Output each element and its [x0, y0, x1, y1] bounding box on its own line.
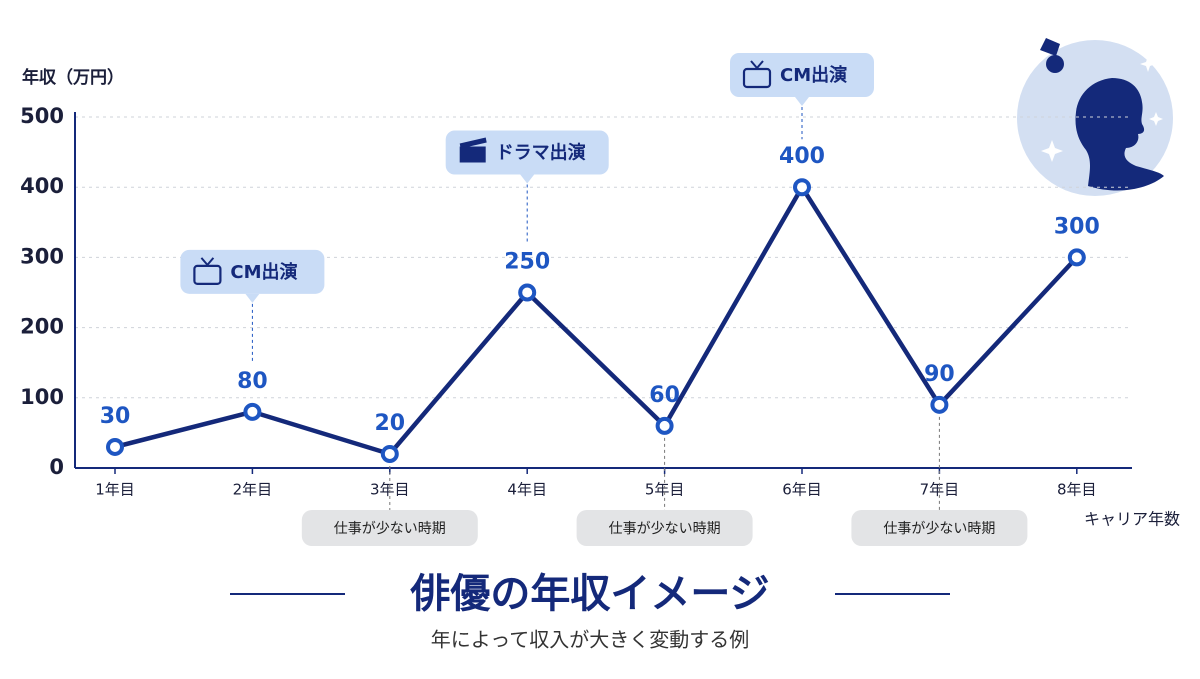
note-box: [301, 510, 478, 546]
callout-text: CM出演: [230, 261, 297, 283]
y-tick-label: 300: [20, 244, 64, 268]
callout-pointer: [795, 97, 809, 106]
y-tick-label: 100: [20, 385, 64, 409]
illustration: [1017, 38, 1173, 196]
callout-pointer: [520, 174, 535, 184]
x-tick-label: 6年目: [782, 481, 822, 499]
data-point: [518, 283, 537, 302]
note-text: 仕事が少ない時期: [883, 521, 995, 537]
callout-text: CM出演: [780, 64, 847, 86]
value-label: 250: [504, 250, 550, 275]
series-line: [114, 184, 1079, 457]
y-tick-label: 500: [20, 104, 64, 128]
x-tick-label: 1年目: [95, 481, 135, 499]
value-label: 60: [649, 383, 680, 408]
callout-pointer: [245, 293, 260, 303]
note-box: [576, 510, 753, 546]
chart-subtitle: 年によって収入が大きく変動する例: [431, 628, 749, 652]
note-box: [851, 510, 1028, 546]
value-label: 300: [1054, 214, 1100, 239]
value-label: 90: [924, 362, 955, 387]
value-label: 30: [100, 404, 131, 429]
icon: [200, 257, 215, 267]
icon: [750, 60, 764, 70]
data-point: [243, 402, 262, 421]
note-text: 仕事が少ない時期: [334, 521, 446, 537]
data-point: [1067, 248, 1086, 267]
value-label: 80: [237, 369, 268, 394]
icon: [459, 137, 487, 149]
x-tick-label: 4年目: [507, 481, 547, 499]
data-point: [930, 395, 949, 414]
y-axis-label: 年収（万円）: [22, 67, 124, 88]
callout-text: ドラマ出演: [496, 142, 586, 164]
y-tick-label: 200: [20, 315, 64, 339]
note-text: 仕事が少ない時期: [609, 521, 721, 537]
data-point: [655, 416, 674, 435]
value-label: 20: [374, 411, 405, 436]
x-tick-label: 5年目: [645, 481, 685, 499]
data-point: [380, 444, 399, 463]
x-tick-label: 8年目: [1057, 481, 1097, 499]
x-axis-label: キャリア年数: [1084, 510, 1180, 529]
icon: [459, 146, 486, 163]
data-point: [106, 437, 124, 456]
chart-title: 俳優の年収イメージ: [409, 571, 769, 617]
y-tick-label: 0: [49, 455, 64, 479]
data-point: [793, 178, 811, 197]
y-tick-label: 400: [20, 174, 64, 198]
x-tick-label: 2年目: [233, 481, 273, 499]
value-label: 400: [779, 144, 825, 169]
x-tick-label: 3年目: [370, 481, 410, 499]
